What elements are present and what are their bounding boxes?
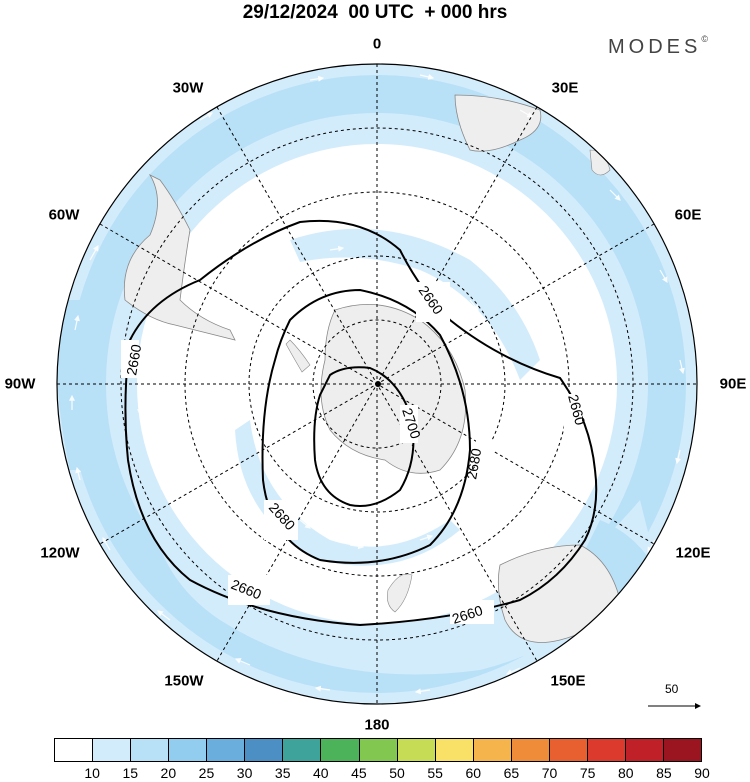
colorbar-tick-label: 30 <box>236 765 253 781</box>
colorbar-tick-label: 60 <box>465 765 482 781</box>
colorbar-tick-label: 40 <box>313 765 329 781</box>
new-zealand <box>387 573 413 613</box>
colorbar-swatch <box>359 739 398 761</box>
colorbar-tick-label: 35 <box>274 765 291 781</box>
contour-label-2660-e: 2660 <box>565 393 589 427</box>
contour-label-2680-e: 2680 <box>463 447 484 481</box>
colorbar-tick-label: 75 <box>579 765 596 781</box>
colorbar-swatch <box>169 739 208 761</box>
modes-logo: MODES© <box>608 34 708 58</box>
height-contours <box>124 219 598 627</box>
colorbar-tick-label: 25 <box>198 765 215 781</box>
colorbar-ticks: 10 15 20 25 30 35 40 45 50 55 60 65 70 75 80 85 90 <box>54 763 709 781</box>
lon-label-90e: 90E <box>719 375 747 393</box>
colorbar-swatch <box>207 739 246 761</box>
lon-label-150w: 150W <box>164 672 204 690</box>
lon-label-0: 0 <box>372 35 382 53</box>
colorbar-swatch <box>397 739 436 761</box>
south-pole-marker <box>375 381 381 387</box>
reference-vector-label: 50 <box>665 682 679 696</box>
colorbar-swatch <box>587 739 626 761</box>
lon-label-150e: 150E <box>550 672 586 690</box>
colorbar-tick-label: 50 <box>389 765 405 781</box>
colorbar-swatch <box>283 739 322 761</box>
lon-label-60e: 60E <box>674 206 702 224</box>
colorbar-tick-label: 20 <box>160 765 177 781</box>
map-title: 29/12/2024 00 UTC + 000 hrs <box>242 2 508 23</box>
south-america <box>123 174 236 341</box>
lon-label-60w: 60W <box>48 206 80 224</box>
contour-2680 <box>261 288 472 564</box>
colorbar-swatch <box>625 739 664 761</box>
africa <box>454 94 542 152</box>
colorbar-tick-label: 55 <box>427 765 443 781</box>
lon-label-30w: 30W <box>172 79 204 97</box>
contour-labels: 2660 2660 2660 2660 2660 2680 2680 2700 <box>121 282 589 627</box>
colorbar-swatch <box>321 739 360 761</box>
colorbar-swatch <box>93 739 132 761</box>
colorbar-swatch <box>55 739 94 761</box>
lon-label-120e: 120E <box>675 544 711 562</box>
colorbar-tick-label: 10 <box>84 765 100 781</box>
colorbar-swatch <box>435 739 474 761</box>
colorbar-swatch <box>549 739 588 761</box>
colorbar-tick-label: 70 <box>541 765 558 781</box>
map-boundary <box>56 63 698 705</box>
colorbar <box>54 738 702 762</box>
lon-label-180: 180 <box>364 716 390 734</box>
colorbar-swatch <box>131 739 170 761</box>
colorbar-tick-label: 85 <box>656 765 672 781</box>
colorbar-swatch <box>245 739 284 761</box>
contour-2700 <box>313 366 415 507</box>
colorbar-tick-label: 65 <box>503 765 520 781</box>
lon-label-30e: 30E <box>551 79 579 97</box>
colorbar-tick-label: 45 <box>351 765 367 781</box>
colorbar-swatch <box>664 739 702 761</box>
wind-band-north <box>290 228 540 380</box>
lon-label-120w: 120W <box>40 544 80 562</box>
colorbar-tick-label: 15 <box>122 765 139 781</box>
wind-arrows <box>69 73 685 695</box>
colorbar-swatch <box>473 739 512 761</box>
colorbar-tick-label: 90 <box>694 765 710 781</box>
colorbar-tick-label: 80 <box>617 765 634 781</box>
colorbar-swatch <box>511 739 550 761</box>
lon-label-90w: 90W <box>4 375 36 393</box>
contour-label-2660-w: 2660 <box>123 343 144 377</box>
contour-2660 <box>124 219 598 627</box>
